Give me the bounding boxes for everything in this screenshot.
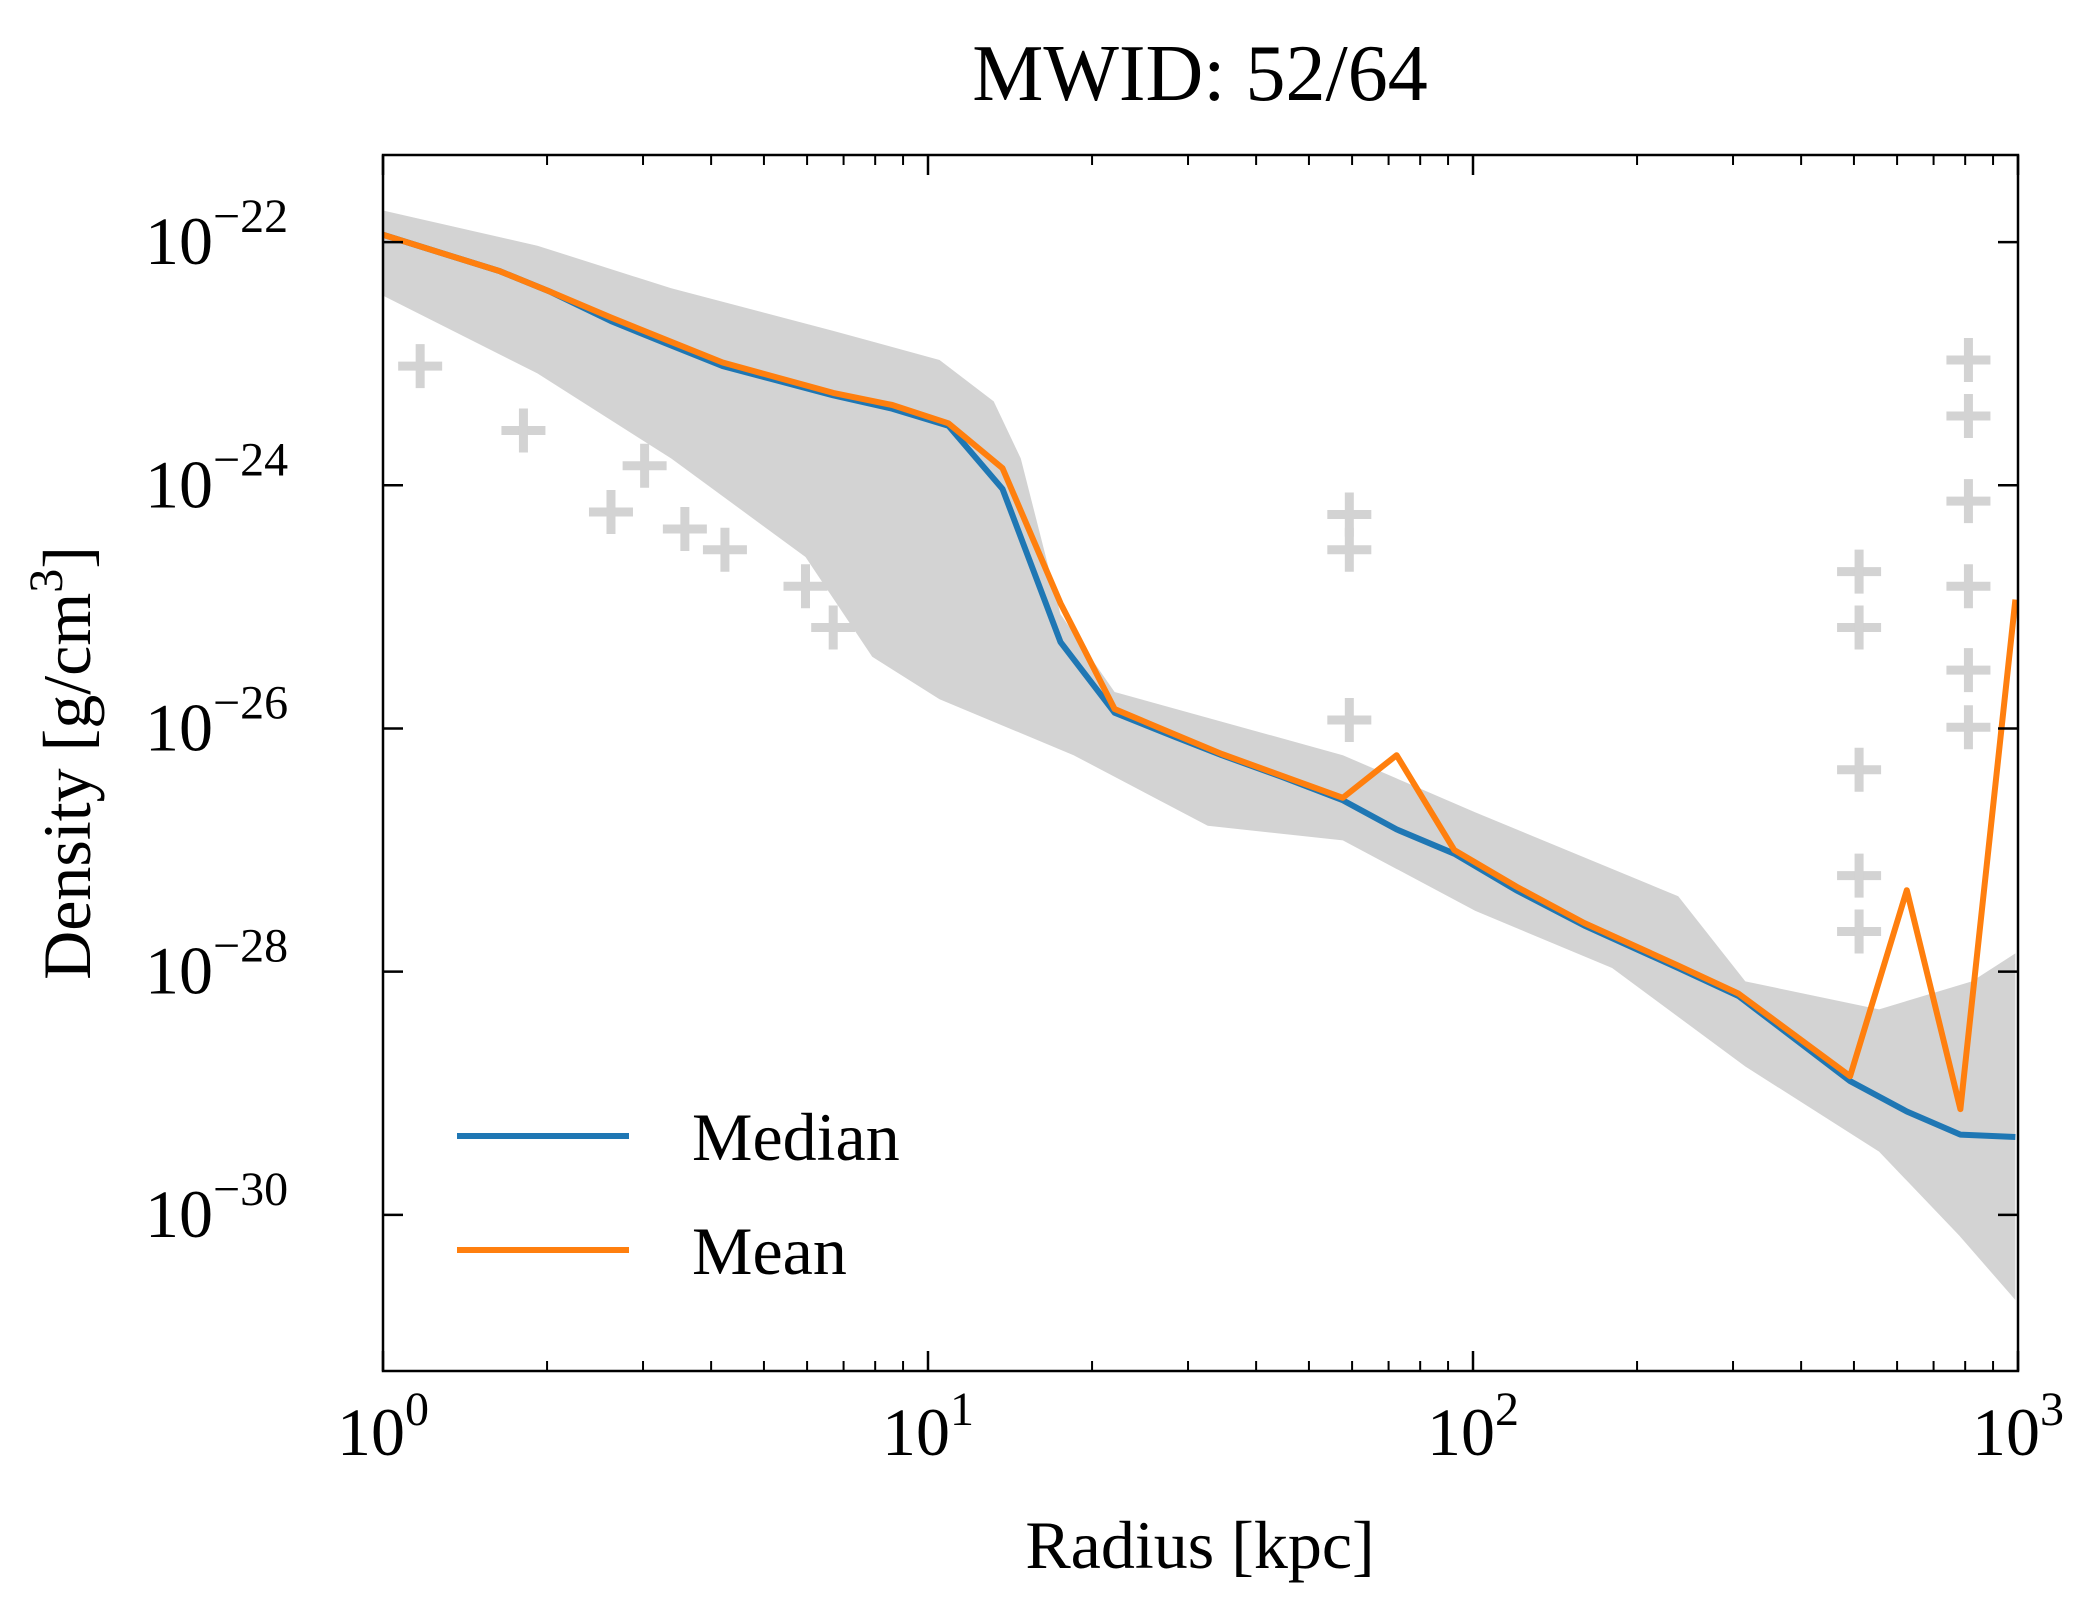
plot-frame: [381, 153, 2020, 1373]
x-tick-label: 103: [1972, 1383, 2064, 1470]
y-tick-label: 10−24: [145, 433, 288, 522]
x-tick-label: 101: [882, 1383, 974, 1470]
x-tick-label-base: 10: [1972, 1394, 2040, 1470]
scatter-point: [1946, 338, 1991, 383]
scatter-point: [783, 564, 828, 609]
y-axis-label: Density [g/cm3]: [20, 546, 105, 980]
y-tick-label-exp: −28: [213, 920, 288, 973]
y-tick-label: 10−26: [145, 676, 288, 765]
x-tick-label-exp: 0: [405, 1383, 429, 1436]
scatter-point: [1946, 393, 1991, 438]
y-tick-label-base: 10: [145, 689, 213, 765]
series-line-mean: [382, 231, 2019, 1113]
series-layer: [382, 231, 2019, 1140]
scatter-point: [1946, 648, 1991, 693]
scatter-point: [622, 443, 667, 488]
scatter-point: [1327, 697, 1372, 742]
scatter-point: [811, 605, 856, 650]
x-tick-label-base: 10: [1427, 1394, 1495, 1470]
x-tick-label: 102: [1427, 1383, 1519, 1470]
scatter-point: [1946, 564, 1991, 609]
x-axis-label: Radius [kpc]: [1025, 1507, 1374, 1583]
x-tick-label-exp: 1: [950, 1383, 974, 1436]
chart-title: MWID: 52/64: [972, 30, 1428, 118]
y-tick-label-base: 10: [145, 933, 213, 1009]
scatter-point: [1837, 909, 1882, 954]
scatter-point: [501, 408, 546, 453]
y-tick-label: 10−22: [145, 190, 288, 279]
scatter-point: [662, 507, 707, 552]
x-tick-label-base: 10: [337, 1394, 405, 1470]
scatter-point: [398, 344, 443, 389]
scatter-point: [1837, 853, 1882, 898]
scatter-point: [1946, 479, 1991, 524]
scatter-point: [1327, 527, 1372, 572]
y-tick-label-exp: −26: [213, 676, 288, 729]
legend: Median Mean: [457, 1099, 900, 1289]
scatter-point: [1946, 705, 1991, 750]
y-axis-label-sup: 3: [20, 569, 73, 593]
scatter-point: [1837, 605, 1882, 650]
scatter-point: [702, 527, 747, 572]
legend-mean-label: Mean: [692, 1213, 847, 1289]
legend-median-label: Median: [692, 1099, 900, 1175]
x-tick-label: 100: [337, 1383, 429, 1470]
y-axis-label-main: Density [g/cm: [29, 593, 105, 980]
scatter-envelope: [383, 210, 2016, 1300]
y-axis-label-end: ]: [29, 546, 105, 569]
x-tick-label-base: 10: [882, 1394, 950, 1470]
scatter-point: [1837, 549, 1882, 594]
y-tick-label-exp: −22: [213, 190, 288, 243]
y-tick-label-base: 10: [145, 203, 213, 279]
scatter-point: [1837, 747, 1882, 792]
scatter-layer: [383, 210, 2016, 1300]
scatter-point: [729, 457, 774, 502]
scatter-point: [588, 490, 633, 535]
x-tick-label-exp: 3: [2040, 1383, 2064, 1436]
y-tick-label-base: 10: [145, 446, 213, 522]
y-tick-label-base: 10: [145, 1176, 213, 1252]
y-tick-label: 10−30: [145, 1163, 288, 1252]
x-tick-label-exp: 2: [1495, 1383, 1519, 1436]
y-tick-label-exp: −24: [213, 433, 288, 486]
y-tick-label: 10−28: [145, 920, 288, 1009]
y-tick-label-exp: −30: [213, 1163, 288, 1216]
